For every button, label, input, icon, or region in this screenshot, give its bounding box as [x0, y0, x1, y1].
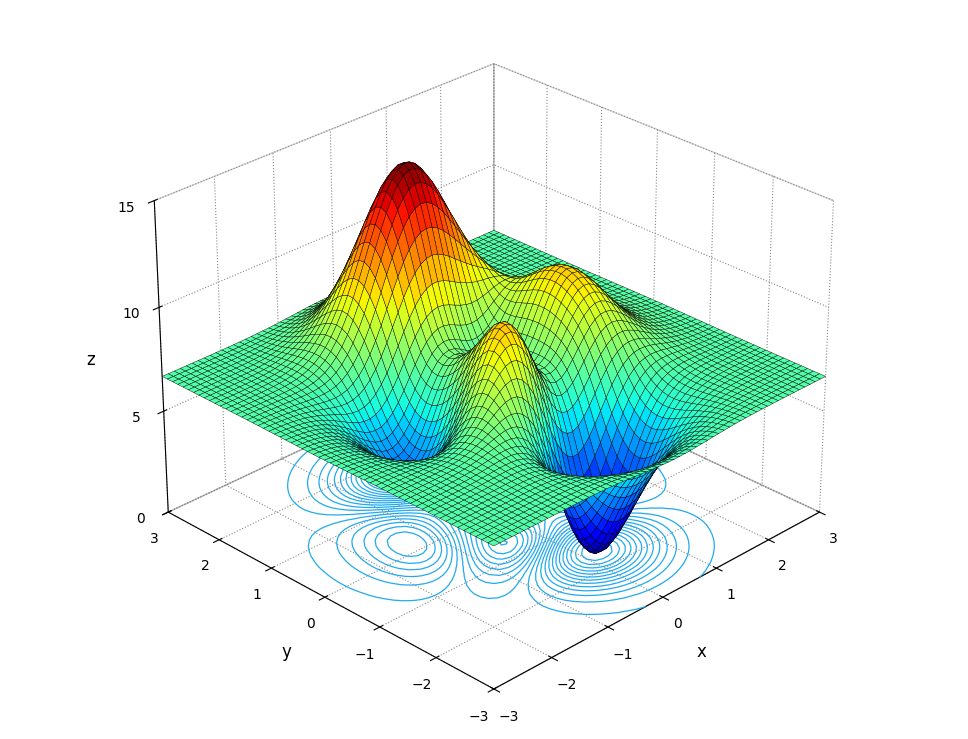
- X-axis label: x: x: [697, 643, 707, 661]
- Y-axis label: y: y: [281, 643, 290, 661]
